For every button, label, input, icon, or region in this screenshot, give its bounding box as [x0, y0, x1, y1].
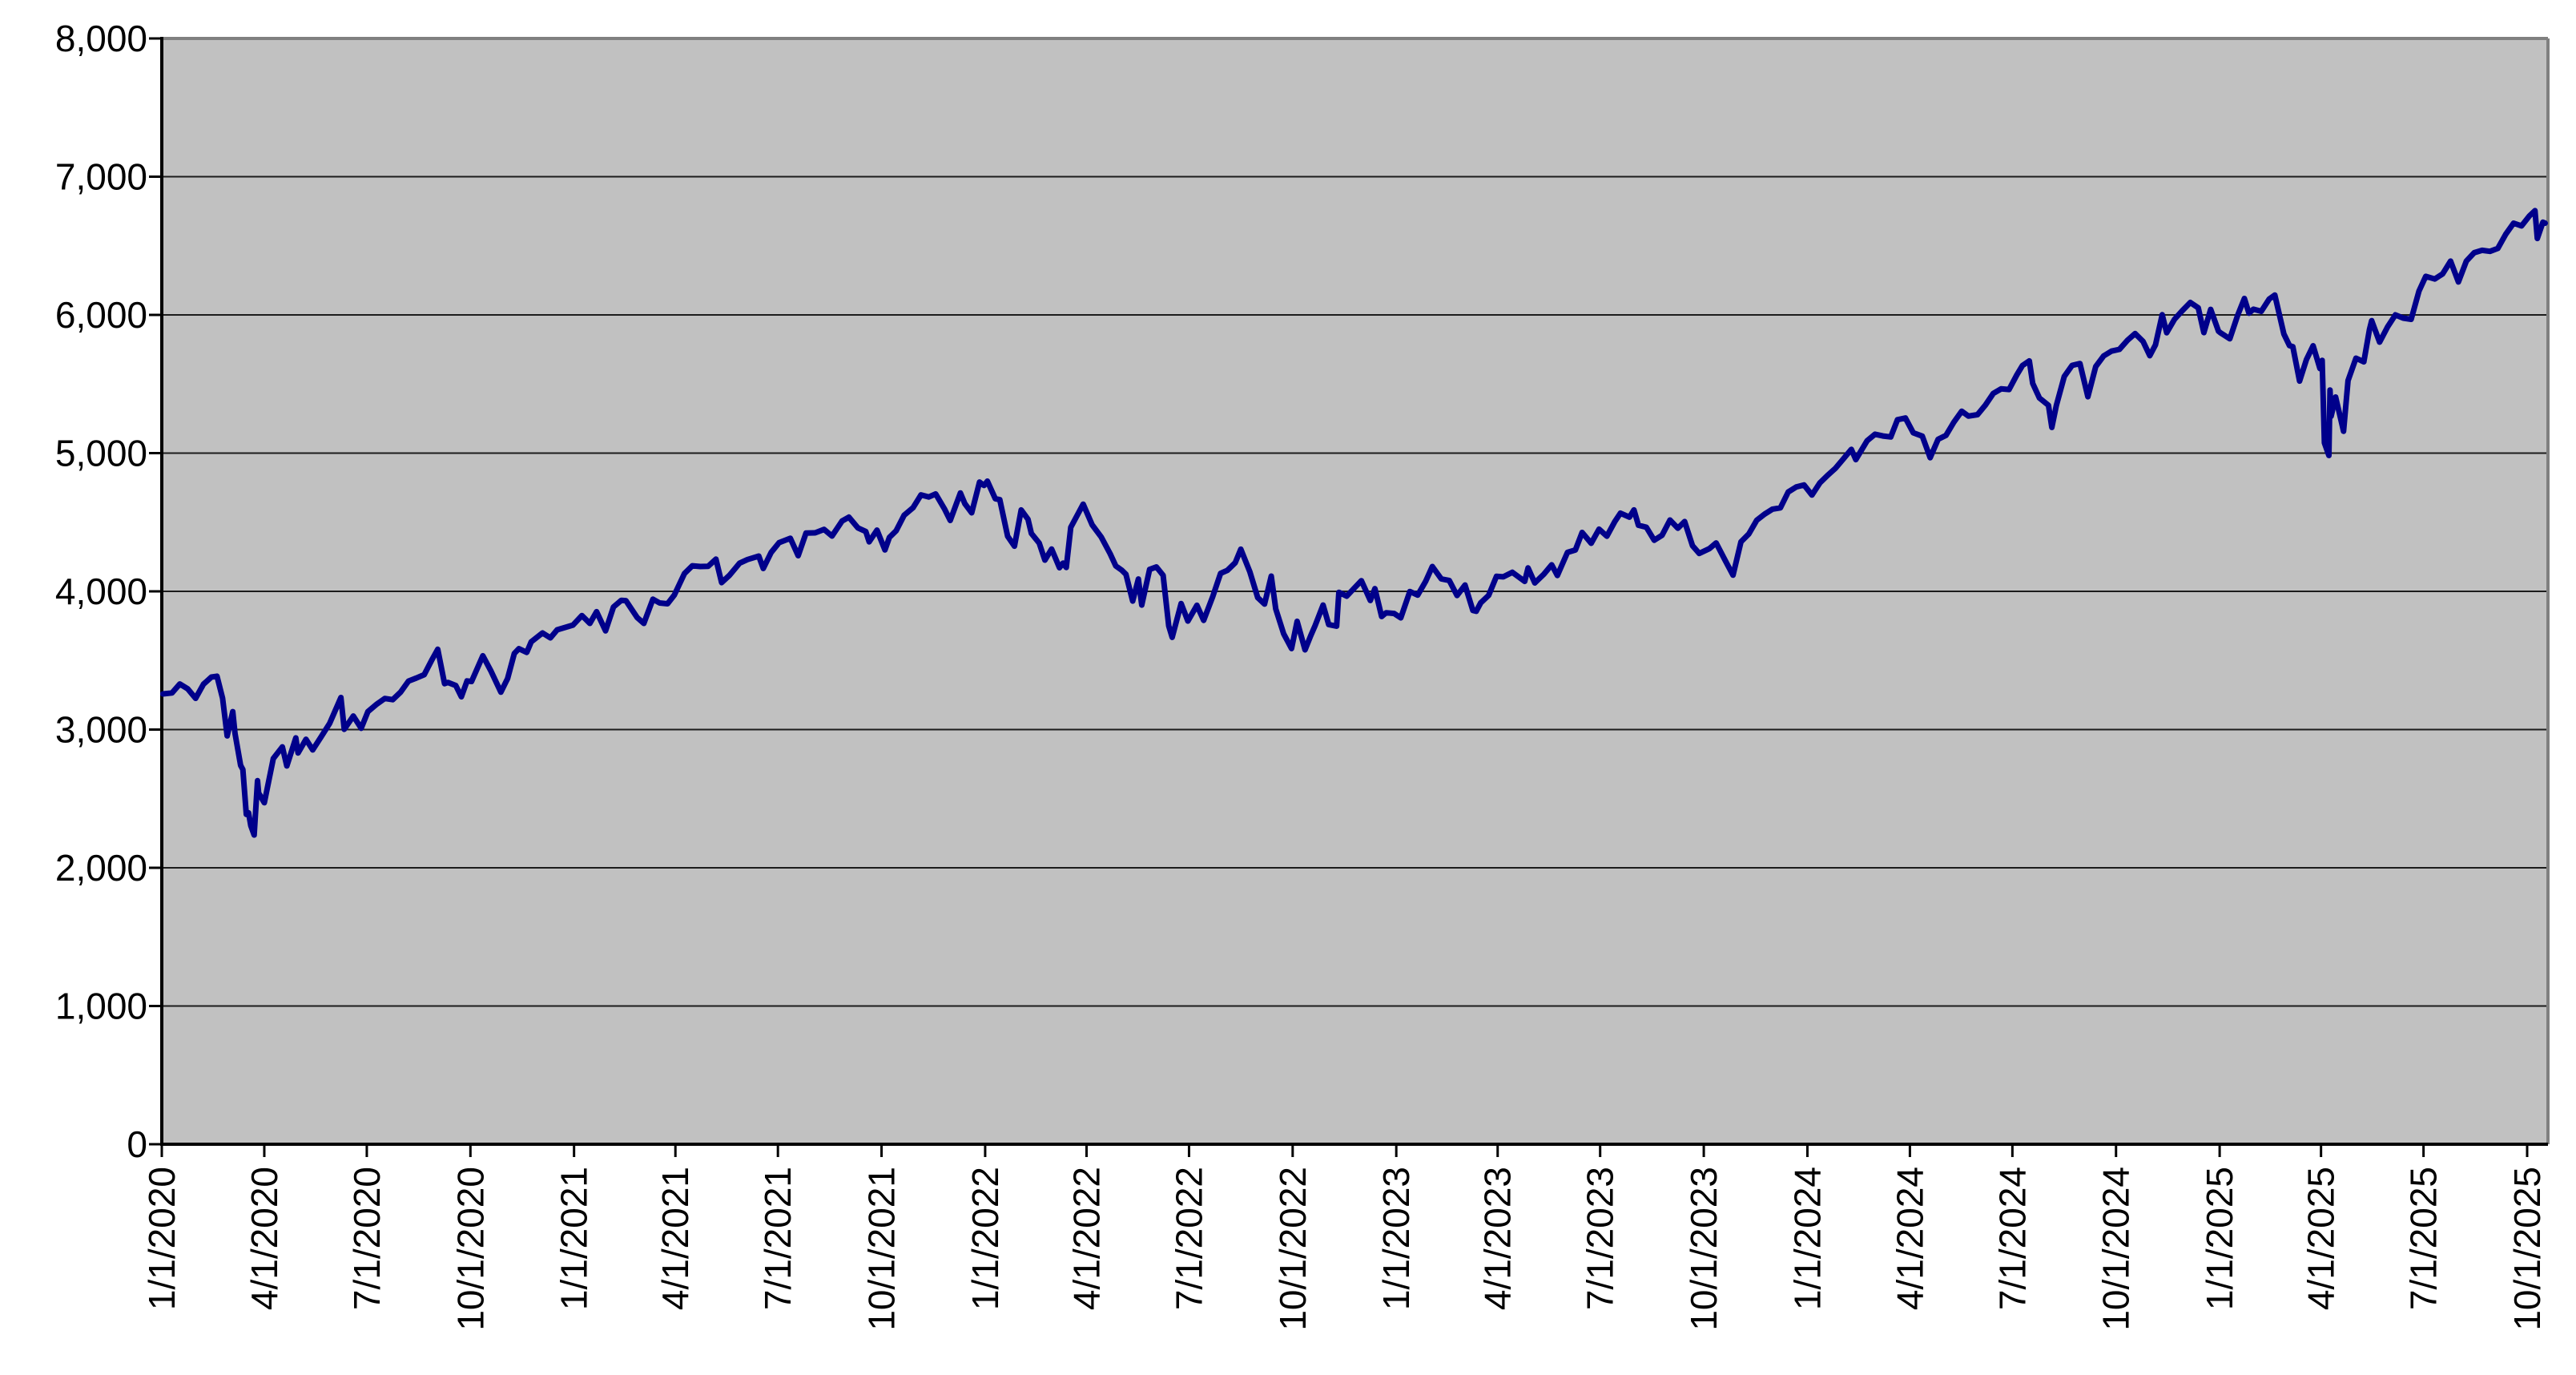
x-tick-label: 7/1/2023	[1580, 1167, 1621, 1310]
x-tick-label: 1/1/2024	[1786, 1167, 1828, 1310]
x-tick-label: 4/1/2023	[1477, 1167, 1519, 1310]
price-line	[159, 208, 2548, 838]
y-tick-label: 7,000	[55, 156, 147, 198]
y-tick-label: 0	[127, 1123, 147, 1165]
x-tick-label: 1/1/2022	[964, 1167, 1006, 1310]
y-tick-label: 6,000	[55, 294, 147, 336]
x-tick-label: 10/1/2023	[1683, 1167, 1725, 1331]
x-tick-label: 10/1/2020	[449, 1167, 491, 1331]
x-tick-label: 7/1/2021	[757, 1167, 799, 1310]
x-tick-label: 7/1/2024	[1991, 1167, 2033, 1310]
y-tick-label: 3,000	[55, 709, 147, 751]
x-tick-label: 10/1/2021	[861, 1167, 903, 1331]
x-tick-label: 4/1/2021	[654, 1167, 696, 1310]
x-tick-label: 7/1/2022	[1168, 1167, 1210, 1310]
y-tick-label: 8,000	[55, 18, 147, 59]
x-tick-label: 7/1/2025	[2403, 1167, 2445, 1310]
y-tick-label: 4,000	[55, 571, 147, 612]
x-tick-label: 4/1/2024	[1889, 1167, 1930, 1310]
x-tick-label: 4/1/2022	[1065, 1167, 1107, 1310]
x-tick-label: 4/1/2020	[244, 1167, 285, 1310]
x-tick-label: 7/1/2020	[346, 1167, 388, 1310]
y-tick-label: 1,000	[55, 986, 147, 1027]
x-tick-label: 1/1/2025	[2199, 1167, 2240, 1310]
x-tick-label: 1/1/2020	[141, 1167, 183, 1310]
x-tick-label: 4/1/2025	[2300, 1167, 2342, 1310]
x-tick-label: 10/1/2022	[1272, 1167, 1314, 1331]
x-tick-label: 1/1/2021	[553, 1167, 595, 1310]
x-tick-label: 1/1/2023	[1375, 1167, 1417, 1310]
x-tick-label: 10/1/2024	[2095, 1167, 2137, 1331]
x-tick-label: 10/1/2025	[2506, 1167, 2548, 1331]
y-tick-label: 2,000	[55, 847, 147, 889]
y-tick-label: 5,000	[55, 433, 147, 474]
